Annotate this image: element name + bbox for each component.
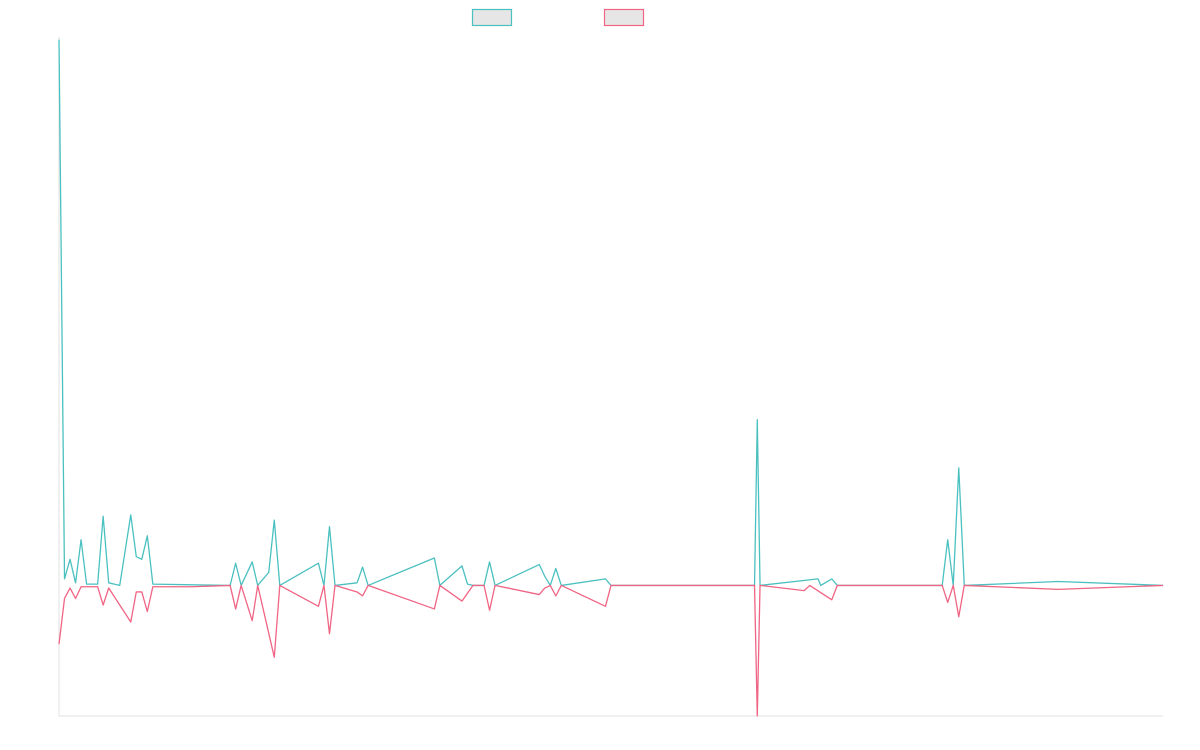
series-line-1 bbox=[58, 39, 1164, 587]
series-line-2 bbox=[58, 584, 1164, 717]
plot-area bbox=[58, 39, 1164, 717]
chart-axes bbox=[58, 37, 1163, 717]
legend-swatch-2 bbox=[603, 8, 645, 27]
legend-swatch-1 bbox=[471, 8, 513, 27]
chart-legend bbox=[471, 8, 645, 27]
